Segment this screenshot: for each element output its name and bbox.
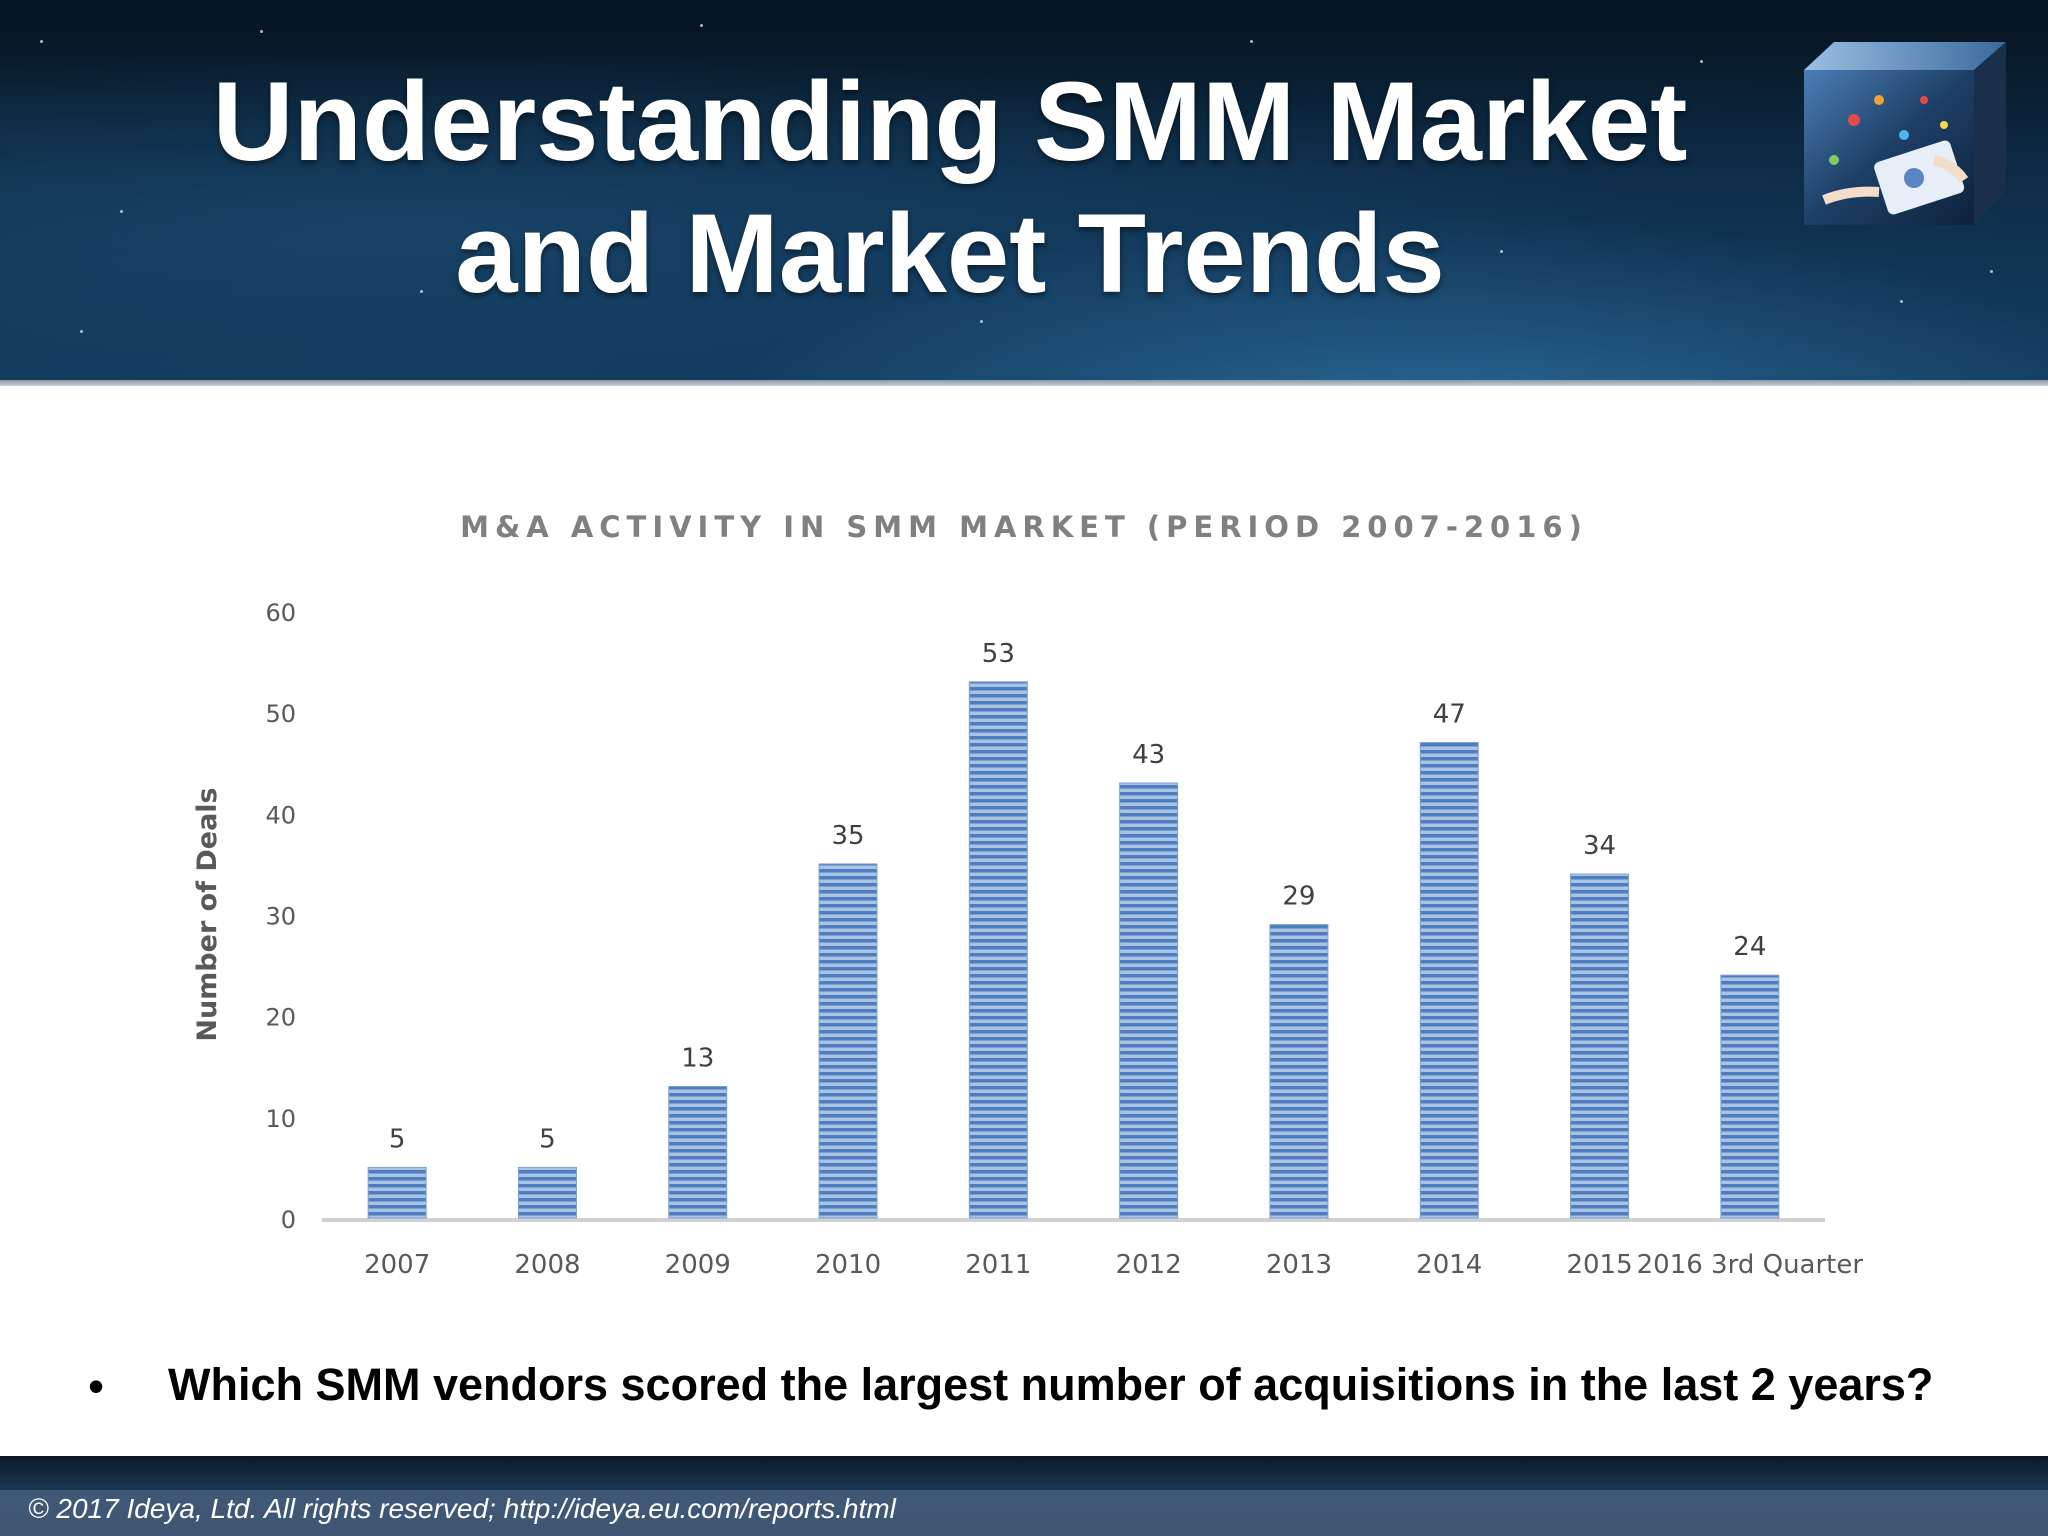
bar-2012 — [1119, 782, 1179, 1219]
bar-2015 — [1570, 873, 1630, 1219]
bar-2008 — [517, 1166, 577, 1219]
chart-area: M&A ACTIVITY IN SMM MARKET (PERIOD 2007-… — [0, 470, 2048, 1330]
x-tick-label: 2009 — [665, 1250, 731, 1280]
data-label: 53 — [982, 639, 1015, 669]
bar-2007 — [367, 1166, 427, 1219]
data-label: 35 — [832, 821, 865, 851]
x-tick-label: 2013 — [1266, 1250, 1332, 1280]
bar-2013 — [1269, 924, 1329, 1219]
star-decoration — [420, 290, 423, 293]
y-axis-label: Number of Deals — [192, 787, 223, 1041]
x-tick-label: 2012 — [1116, 1250, 1182, 1280]
star-decoration — [1500, 250, 1503, 253]
star-decoration — [980, 320, 983, 323]
chart-title: M&A ACTIVITY IN SMM MARKET (PERIOD 2007-… — [460, 510, 1588, 544]
x-tick-label: 2014 — [1416, 1250, 1482, 1280]
x-tick-label: 2015 — [1566, 1250, 1632, 1280]
slide-title: Understanding SMM Market and Market Tren… — [130, 56, 1770, 320]
question-text: Which SMM vendors scored the largest num… — [168, 1359, 1934, 1410]
data-label: 47 — [1433, 700, 1466, 730]
star-decoration — [1990, 270, 1993, 273]
y-tick-label: 50 — [265, 700, 296, 728]
y-tick-label: 0 — [281, 1206, 296, 1234]
y-tick-label: 20 — [265, 1004, 296, 1032]
bar-chart: 0 10 20 30 40 50 60 Number of Deals 5 2007 5 2008 1… — [192, 599, 1864, 1280]
y-tick-label: 40 — [265, 801, 296, 829]
bar-2016 3rd Quarter — [1720, 974, 1780, 1219]
star-decoration — [1900, 300, 1903, 303]
question-row: • Which SMM vendors scored the largest n… — [0, 1355, 2048, 1425]
footer-bar — [0, 1490, 2048, 1536]
y-tick-label: 30 — [265, 903, 296, 931]
x-tick-label: 2016 3rd Quarter — [1637, 1250, 1864, 1280]
bullet-marker: • — [88, 1360, 105, 1412]
bar-2011 — [968, 681, 1028, 1219]
copyright-text: © 2017 Ideya, Ltd. All rights reserved; … — [28, 1493, 896, 1524]
data-label: 29 — [1282, 882, 1315, 912]
slide-header: Understanding SMM Market and Market Tren… — [0, 0, 2048, 386]
data-label: 13 — [681, 1043, 714, 1073]
bar-2014 — [1419, 742, 1479, 1219]
star-decoration — [1700, 60, 1703, 63]
x-tick-label: 2011 — [965, 1250, 1031, 1280]
star-decoration — [1250, 40, 1253, 43]
star-decoration — [40, 40, 43, 43]
bar-2010 — [818, 863, 878, 1219]
data-label: 34 — [1583, 831, 1616, 861]
data-label: 5 — [539, 1124, 556, 1154]
star-decoration — [80, 330, 83, 333]
slide-title-line-1: Understanding SMM Market — [212, 59, 1688, 184]
slide-title-line-2: and Market Trends — [455, 191, 1445, 316]
x-tick-label: 2008 — [514, 1250, 580, 1280]
star-decoration — [700, 24, 703, 27]
data-label: 5 — [389, 1124, 406, 1154]
y-tick-label: 60 — [265, 599, 296, 627]
social-media-tablet-cube-icon — [1804, 42, 2006, 225]
y-tick-label: 10 — [265, 1105, 296, 1133]
data-label: 24 — [1733, 932, 1766, 962]
star-decoration — [260, 30, 263, 33]
x-tick-label: 2010 — [815, 1250, 881, 1280]
bar-2009 — [668, 1085, 728, 1219]
x-tick-label: 2007 — [364, 1250, 430, 1280]
star-decoration — [120, 210, 123, 213]
data-label: 43 — [1132, 740, 1165, 770]
